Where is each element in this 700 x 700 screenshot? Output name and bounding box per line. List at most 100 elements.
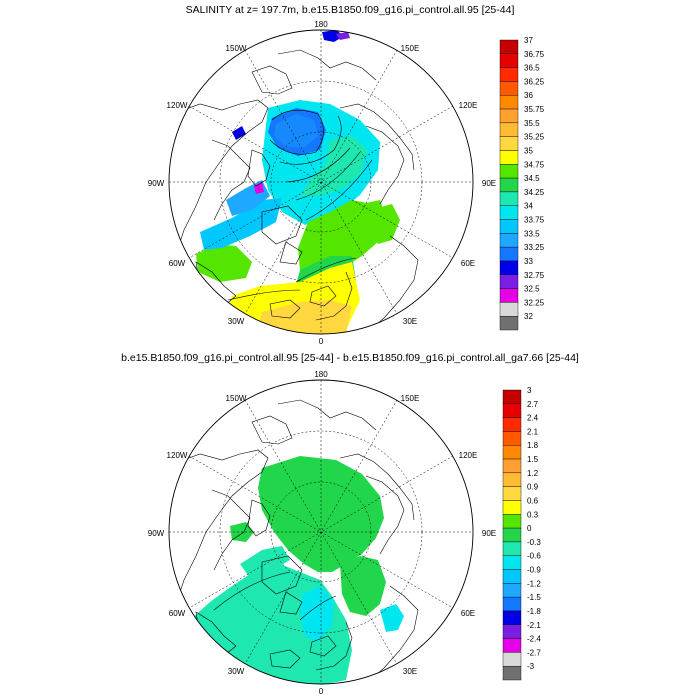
- graticule: [169, 30, 473, 334]
- colorbar-swatch: [499, 39, 519, 55]
- colorbar-tick-label: 37: [524, 36, 533, 45]
- colorbar-swatch: [502, 403, 522, 418]
- colorbar-tick-label: -1.8: [527, 607, 541, 616]
- colorbar-swatch: [499, 260, 519, 275]
- lon-label-30w: 30W: [228, 317, 245, 326]
- lon-label-180: 180: [314, 20, 328, 29]
- colorbar-tick-label: 32.25: [524, 298, 545, 307]
- colorbar-tick-label: 36.75: [524, 50, 545, 59]
- colorbar-swatch: [502, 486, 522, 501]
- colorbar-tick-label: 32: [524, 312, 533, 321]
- colorbar-swatch: [502, 500, 522, 515]
- colorbar-tick-label: -0.3: [527, 538, 541, 547]
- salinity-colorbar: 37 36.75 36.5 36.25 36 35.75 35.5 35.25 35 34.75 3…: [499, 36, 545, 331]
- colorbar-swatch: [502, 583, 522, 598]
- colorbar-swatch: [502, 624, 522, 639]
- colorbar-swatch: [499, 122, 519, 137]
- colorbar-swatch: [499, 150, 519, 165]
- colorbar-swatch: [499, 274, 519, 289]
- colorbar-swatch: [502, 389, 522, 405]
- coastlines: [175, 49, 419, 331]
- colorbar-swatch: [499, 164, 519, 179]
- colorbar-swatch: [499, 315, 519, 331]
- colorbar-swatch: [502, 569, 522, 584]
- lon-label-60w: 60W: [169, 259, 186, 268]
- colorbar-swatch: [499, 136, 519, 151]
- colorbar-swatch: [502, 431, 522, 446]
- lon-label-90e: 90E: [482, 529, 496, 538]
- lon-label-120e: 120E: [459, 101, 478, 110]
- lon-label-150e: 150E: [401, 44, 420, 53]
- map-boundary: [168, 379, 474, 685]
- colorbar-tick-label: 3: [527, 386, 532, 395]
- colorbar-tick-label: 2.4: [527, 414, 539, 423]
- lon-label-90e: 90E: [482, 179, 496, 188]
- difference-polar-map: 180 150W 150E 120W 120E 90W 90E 60W 60E …: [148, 370, 542, 696]
- colorbar-tick-label: 32.5: [524, 285, 540, 294]
- colorbar-tick-label: 34.25: [524, 188, 545, 197]
- salinity-field: [175, 30, 419, 334]
- colorbar-swatch: [499, 95, 519, 110]
- colorbar-tick-label: -1.5: [527, 593, 541, 602]
- colorbar-swatch: [499, 53, 519, 68]
- colorbar-swatch: [502, 610, 522, 625]
- colorbar-tick-label: -0.9: [527, 566, 541, 575]
- lon-label-60e: 60E: [461, 259, 475, 268]
- colorbar-swatch: [502, 652, 522, 667]
- panel-title: SALINITY at z= 197.7m, b.e15.B1850.f09_g…: [185, 4, 515, 16]
- lon-label-180: 180: [314, 370, 328, 379]
- colorbar-tick-label: 35.25: [524, 133, 545, 142]
- lon-label-0: 0: [319, 687, 324, 696]
- colorbar-swatch: [499, 233, 519, 248]
- colorbar-swatch: [502, 541, 522, 556]
- colorbar-tick-label: 34.5: [524, 174, 540, 183]
- colorbar-tick-label: 2.1: [527, 427, 539, 436]
- colorbar-swatch: [502, 527, 522, 543]
- lon-label-90w: 90W: [148, 179, 165, 188]
- colorbar-tick-label: -0.6: [527, 552, 541, 561]
- lon-label-60w: 60W: [169, 609, 186, 618]
- colorbar-tick-label: -2.4: [527, 635, 541, 644]
- lon-label-120e: 120E: [459, 451, 478, 460]
- colorbar-tick-label: -1.2: [527, 579, 541, 588]
- colorbar-tick-label: 2.7: [527, 400, 539, 409]
- colorbar-tick-label: 35.5: [524, 119, 540, 128]
- difference-panel: b.e15.B1850.f09_g16.pi_control.all.95 [2…: [0, 350, 700, 700]
- colorbar-tick-label: 33.75: [524, 216, 545, 225]
- lon-label-30e: 30E: [403, 317, 417, 326]
- colorbar-tick-label: 0.9: [527, 483, 539, 492]
- lon-label-150w: 150W: [226, 394, 247, 403]
- colorbar-swatch: [502, 596, 522, 612]
- lon-label-120w: 120W: [167, 451, 188, 460]
- colorbar-tick-label: 33.5: [524, 229, 540, 238]
- colorbar-tick-label: 0.6: [527, 496, 539, 505]
- colorbar-tick-label: 35.75: [524, 105, 545, 114]
- colorbar-swatch: [502, 472, 522, 487]
- lon-label-30w: 30W: [228, 667, 245, 676]
- colorbar-swatch: [502, 458, 522, 474]
- map-boundary: [168, 29, 474, 335]
- colorbar-swatch: [499, 246, 519, 262]
- colorbar-swatch: [499, 205, 519, 220]
- colorbar-swatch: [502, 638, 522, 653]
- salinity-panel: SALINITY at z= 197.7m, b.e15.B1850.f09_g…: [148, 4, 545, 346]
- colorbar-tick-label: 36.5: [524, 64, 540, 73]
- colorbar-swatch: [499, 108, 519, 124]
- colorbar-tick-label: 36.25: [524, 77, 545, 86]
- colorbar-tick-label: 33: [524, 257, 533, 266]
- colorbar-tick-label: 34: [524, 202, 533, 211]
- colorbar-tick-label: 1.5: [527, 455, 539, 464]
- panel-title: b.e15.B1850.f09_g16.pi_control.all.95 [2…: [121, 352, 579, 364]
- colorbar-tick-label: -2.7: [527, 648, 541, 657]
- colorbar-tick-label: 33.25: [524, 243, 545, 252]
- graticule: [169, 380, 473, 684]
- colorbar-swatch: [499, 81, 519, 96]
- colorbar-swatch: [502, 665, 522, 681]
- colorbar-tick-label: -3: [527, 662, 535, 671]
- colorbar-tick-label: 1.8: [527, 441, 539, 450]
- colorbar-tick-label: -2.1: [527, 621, 541, 630]
- lon-label-60e: 60E: [461, 609, 475, 618]
- lon-label-30e: 30E: [403, 667, 417, 676]
- colorbar-tick-label: 36: [524, 91, 533, 100]
- colorbar-swatch: [499, 191, 519, 206]
